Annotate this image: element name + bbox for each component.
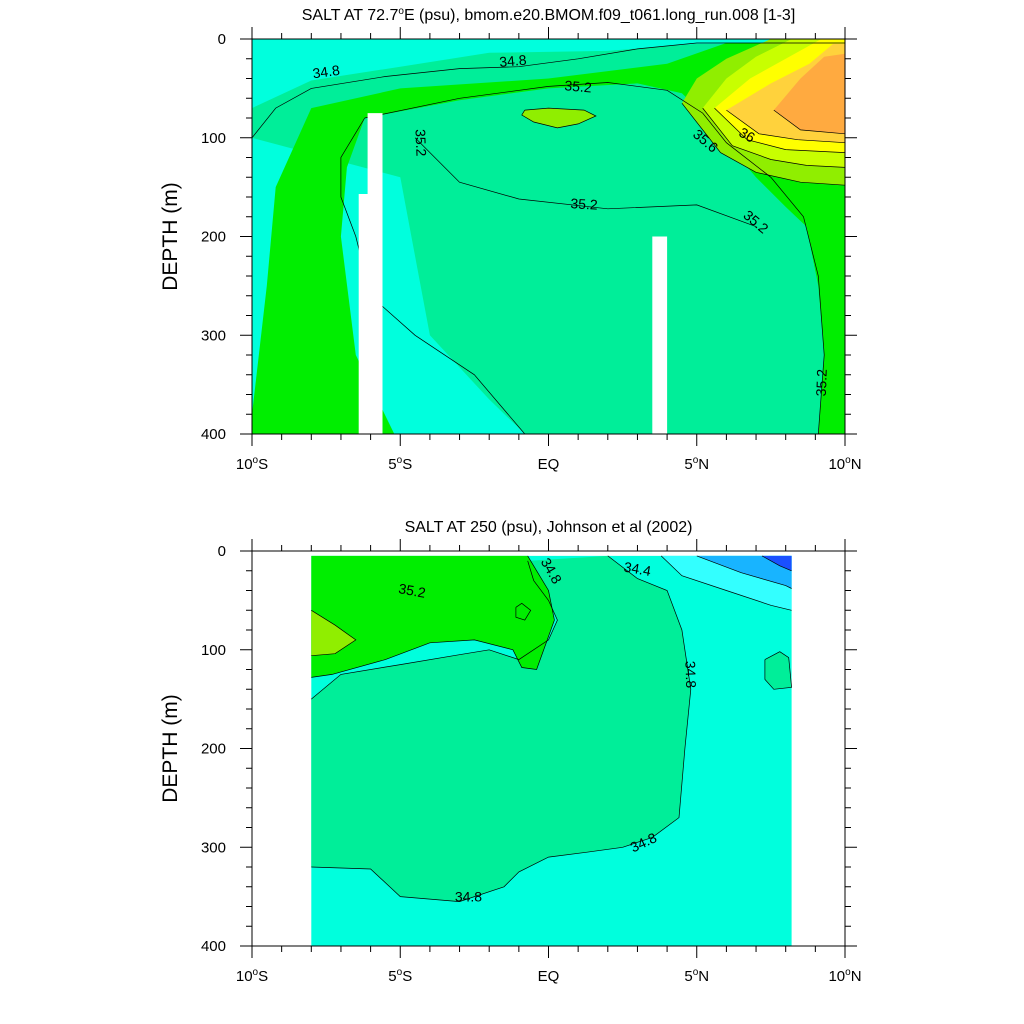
contour-label-6: 34.8 bbox=[455, 889, 482, 905]
contour-label-3: 34.4 bbox=[623, 559, 653, 580]
x-tick-label-5: 10oN bbox=[828, 967, 861, 985]
y-tick-label-4: 300 bbox=[201, 327, 226, 344]
chart-title: SALT AT 72.7oE (psu), bmom.e20.BMOM.f09_… bbox=[302, 6, 796, 24]
contour-label-9: 35.2 bbox=[813, 369, 830, 397]
missing-data-1 bbox=[358, 194, 383, 434]
contour-label-8: 36 bbox=[736, 124, 758, 146]
x-tick-label-5: 10oN bbox=[828, 455, 861, 473]
contour-label-4: 34.8 bbox=[682, 661, 699, 689]
y-tick-label-4: 300 bbox=[201, 839, 226, 856]
y-tick-label-5: 400 bbox=[201, 426, 226, 443]
contour-line-4 bbox=[414, 137, 757, 227]
contour-line-5 bbox=[521, 107, 597, 129]
contour-label-1: 35.2 bbox=[397, 580, 427, 601]
contour-line-9 bbox=[764, 651, 792, 690]
contour-line-4 bbox=[311, 610, 357, 657]
chart-title: SALT AT 250 (psu), Johnson et al (2002) bbox=[405, 519, 693, 536]
contour-fill-5 bbox=[521, 108, 596, 128]
x-tick-label-4: 5oN bbox=[684, 455, 709, 473]
contour-fill-2 bbox=[252, 39, 845, 109]
x-tick-label-3: EQ bbox=[538, 456, 560, 473]
contour-line-1 bbox=[252, 42, 845, 139]
contour-label-3: 35.2 bbox=[564, 77, 593, 95]
y-axis-title: DEPTH (m) bbox=[159, 694, 182, 803]
contour-label-2: 34.8 bbox=[499, 52, 528, 70]
x-tick-label-2: 5oS bbox=[388, 455, 412, 473]
contour-line-1 bbox=[311, 560, 558, 700]
contour-line-8 bbox=[714, 107, 845, 153]
contour-fill-10 bbox=[773, 53, 845, 134]
y-tick-label-2: 100 bbox=[201, 130, 226, 147]
y-tick-label-3: 200 bbox=[201, 741, 226, 758]
y-tick-label-3: 200 bbox=[201, 229, 226, 246]
y-tick-label-1: 0 bbox=[218, 31, 226, 48]
contour-fill-2 bbox=[311, 555, 691, 902]
x-tick-label-1: 10oS bbox=[236, 455, 268, 473]
contour-line-10 bbox=[773, 109, 845, 135]
x-tick-label-1: 10oS bbox=[236, 967, 268, 985]
contour-line-3 bbox=[364, 82, 825, 434]
contour-line-8 bbox=[761, 555, 792, 572]
contour-line-9 bbox=[726, 109, 845, 144]
plot-area: 35.234.8 34.434.834.834.8 bbox=[252, 551, 845, 946]
y-tick-label-5: 400 bbox=[201, 938, 226, 955]
contour-line-7 bbox=[696, 555, 792, 589]
x-tick-label-3: EQ bbox=[538, 968, 560, 985]
missing-data-3 bbox=[652, 236, 668, 434]
contour-fill-8 bbox=[764, 651, 792, 690]
contour-label-5: 35.2 bbox=[570, 195, 598, 212]
contour-label-1: 34.8 bbox=[312, 62, 341, 82]
contour-line-6 bbox=[660, 555, 792, 611]
x-tick-label-4: 5oN bbox=[684, 967, 709, 985]
x-tick-label-2: 5oS bbox=[388, 967, 412, 985]
contour-fill-3 bbox=[311, 555, 555, 678]
contour-label-4: 35.2 bbox=[413, 129, 430, 157]
contour-line-5 bbox=[515, 602, 532, 621]
y-axis-title: DEPTH (m) bbox=[159, 182, 182, 291]
contour-line-7 bbox=[702, 107, 845, 168]
y-tick-label-1: 0 bbox=[218, 543, 226, 560]
contour-line-2 bbox=[311, 555, 692, 902]
contour-line-3 bbox=[311, 555, 555, 678]
missing-data-2 bbox=[367, 113, 383, 197]
y-tick-label-2: 100 bbox=[201, 642, 226, 659]
contour-fill-4 bbox=[311, 610, 356, 656]
contour-line-6 bbox=[681, 102, 845, 186]
